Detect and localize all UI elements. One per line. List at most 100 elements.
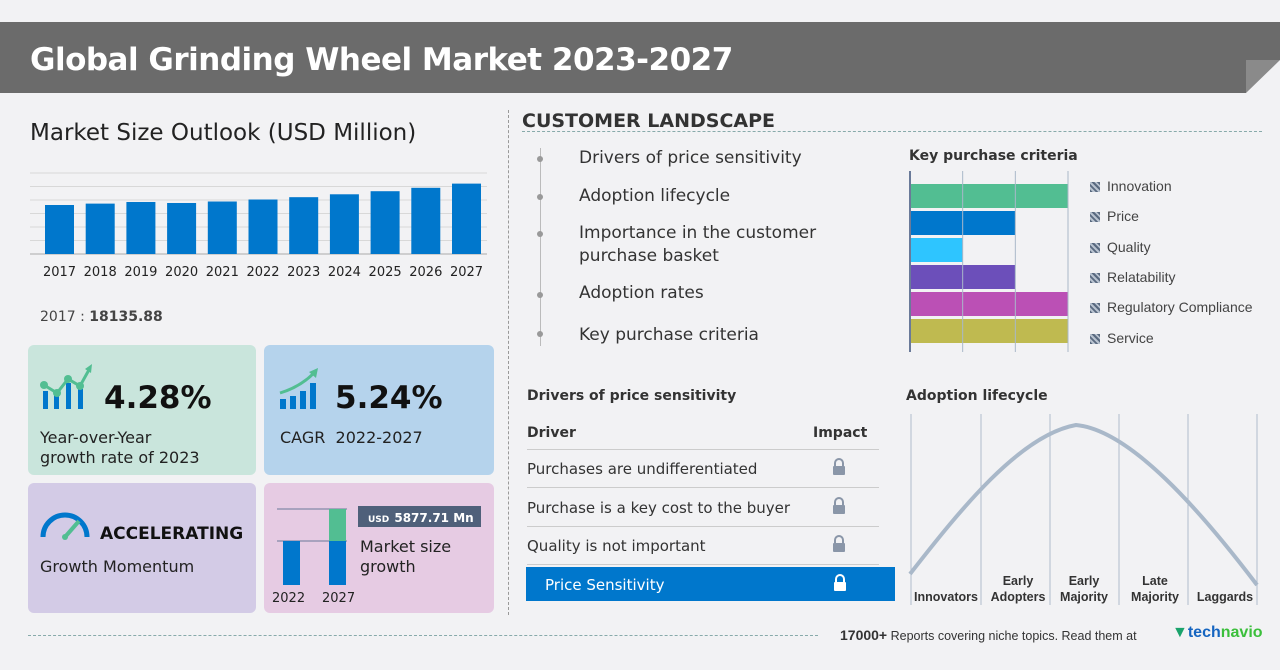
- growth-label: Market size growth: [360, 537, 451, 577]
- adoption-stage: Innovators: [912, 573, 980, 605]
- kpc-legend-item: Quality: [1090, 239, 1151, 255]
- customer-landscape-title: CUSTOMER LANDSCAPE: [522, 110, 776, 132]
- year-label: 2019: [124, 265, 157, 280]
- stage-line1: [912, 573, 980, 589]
- stage-line2: Adopters: [990, 590, 1046, 604]
- bar-2024: [329, 194, 359, 254]
- trend-up-icon: [279, 368, 318, 409]
- kpc-bar: [910, 184, 1068, 208]
- first-year-label: 2017 :: [40, 309, 85, 325]
- year-label: 2027: [450, 265, 483, 280]
- stage-line2: Innovators: [914, 590, 978, 604]
- growth-year-start: 2022: [272, 591, 306, 606]
- legend-swatch-icon: [1090, 182, 1100, 192]
- kpc-chart: [909, 171, 1069, 352]
- market-outlook-title: Market Size Outlook (USD Million): [30, 120, 417, 146]
- legend-label: Price: [1107, 208, 1139, 225]
- divider: [508, 110, 509, 615]
- technavio-logo[interactable]: ▼technavio: [1172, 624, 1263, 641]
- bar-2019: [126, 201, 156, 254]
- yoy-label-line1: Year-over-Year: [40, 428, 152, 447]
- yoy-value: 4.28%: [104, 380, 212, 416]
- year-label: 2022: [246, 265, 279, 280]
- stage-line1: Early: [1068, 574, 1100, 588]
- stage-line2: Majority: [1131, 590, 1179, 604]
- title-underline: [522, 131, 1262, 132]
- landscape-item[interactable]: Importance in the customer: [579, 223, 817, 243]
- legend-label: Innovation: [1107, 178, 1172, 194]
- cagr-value: 5.24%: [335, 380, 443, 416]
- bar-2018: [85, 203, 115, 254]
- year-label: 2017: [43, 265, 76, 280]
- footer-count: 17000+: [840, 627, 888, 643]
- bar-2017: [45, 205, 74, 254]
- landscape-item[interactable]: Key purchase criteria: [579, 325, 759, 345]
- legend-swatch-icon: [1090, 242, 1100, 253]
- yoy-card: 4.28% Year-over-Year growth rate of 2023: [28, 345, 256, 475]
- adoption-title: Adoption lifecycle: [906, 388, 1048, 404]
- cagr-card: 5.24% CAGR 2022-2027: [264, 345, 494, 475]
- drivers-header: Driver Impact: [527, 416, 879, 450]
- year-label: 2023: [287, 265, 320, 280]
- driver-row[interactable]: Purchase is a key cost to the buyer: [527, 489, 879, 527]
- legend-label: Relatability: [1107, 268, 1176, 285]
- corner-fold: [1246, 60, 1280, 93]
- yoy-label: Year-over-Year growth rate of 2023: [40, 428, 200, 468]
- bar-2021: [207, 201, 237, 254]
- year-label: 2018: [84, 265, 117, 280]
- momentum-label: Growth Momentum: [40, 557, 195, 576]
- kpc-legend-item: Price: [1090, 208, 1139, 224]
- kpc-bar: [910, 238, 963, 262]
- landscape-item[interactable]: Drivers of price sensitivity: [579, 148, 802, 168]
- driver-label: Quality is not important: [527, 537, 706, 555]
- momentum-card: ACCELERATING Growth Momentum: [28, 483, 256, 613]
- legend-swatch-icon: [1090, 272, 1100, 283]
- year-label: 2025: [369, 265, 402, 280]
- landscape-item[interactable]: Adoption rates: [579, 283, 704, 303]
- landscape-item[interactable]: purchase basket: [579, 246, 719, 266]
- driver-row[interactable]: Quality is not important: [527, 527, 879, 565]
- lock-icon: [834, 574, 846, 591]
- first-year-value: 18135.88: [89, 309, 163, 325]
- logo-part-b: navio: [1220, 624, 1263, 641]
- bar-2026: [411, 187, 441, 254]
- timeline-line: [540, 148, 541, 346]
- bar-2027: [452, 183, 481, 254]
- growth-value: 5877.71 Mn: [394, 511, 474, 525]
- footer-caption: Reports covering niche topics. Read them…: [890, 629, 1137, 643]
- driver-row[interactable]: Purchases are undifferentiated: [527, 450, 879, 488]
- stage-line1: Early: [1002, 574, 1034, 588]
- yoy-label-line2: growth rate of 2023: [40, 448, 200, 467]
- page-title: Global Grinding Wheel Market 2023-2027: [30, 42, 733, 78]
- lock-icon: [833, 496, 845, 514]
- price-sensitivity-row[interactable]: Price Sensitivity: [526, 567, 895, 601]
- landscape-item[interactable]: Adoption lifecycle: [579, 186, 731, 206]
- driver-label: Purchase is a key cost to the buyer: [527, 498, 791, 517]
- adoption-stage: Laggards: [1191, 573, 1259, 605]
- footer-text: 17000+ Reports covering niche topics. Re…: [840, 627, 1137, 643]
- speedometer-icon: [40, 512, 90, 540]
- growth-value-badge: USD 5877.71 Mn: [358, 506, 481, 527]
- kpc-legend-item: Regulatory Compliance: [1090, 299, 1253, 315]
- stage-line2: Laggards: [1196, 590, 1254, 604]
- first-year-readout: 2017 : 18135.88: [40, 309, 163, 325]
- cagr-label: CAGR 2022-2027: [280, 428, 423, 447]
- kpc-legend-item: Relatability: [1090, 269, 1175, 285]
- growth-bars-icon: [277, 508, 347, 585]
- timeline-dot: [537, 156, 543, 162]
- year-label: 2021: [206, 265, 239, 280]
- timeline-dot: [537, 231, 543, 237]
- header-banner: Global Grinding Wheel Market 2023-2027: [0, 22, 1280, 93]
- year-label: 2024: [328, 265, 361, 280]
- growth-currency: USD: [368, 515, 390, 525]
- adoption-stage: Early Adopters: [984, 573, 1052, 605]
- adoption-curve-chart: [908, 414, 1259, 605]
- year-label: 2020: [165, 265, 198, 280]
- adoption-curve: [908, 422, 1259, 587]
- growth-label-line1: Market size: [360, 537, 452, 556]
- col-driver: Driver: [527, 425, 576, 441]
- stage-line2: Majority: [1060, 590, 1108, 604]
- logo-part-a: tech: [1187, 624, 1221, 641]
- driver-label: Purchases are undifferentiated: [527, 460, 758, 478]
- col-impact: Impact: [813, 425, 868, 441]
